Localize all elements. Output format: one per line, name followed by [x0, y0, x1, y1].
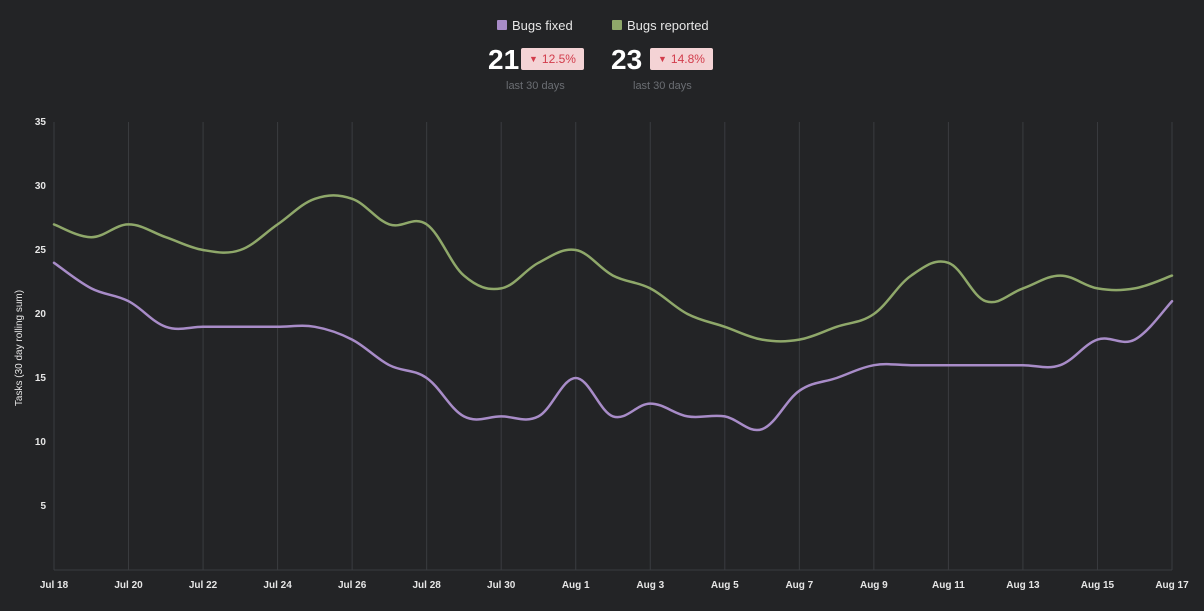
- change-badge-bugs-reported: ▼ 14.8%: [650, 48, 713, 70]
- y-axis-label: Tasks (30 day rolling sum): [14, 290, 25, 406]
- stat-period-bugs-reported: last 30 days: [633, 80, 692, 92]
- y-tick-label: 15: [35, 373, 47, 384]
- x-tick-label: Jul 28: [412, 580, 441, 591]
- x-tick-label: Aug 9: [860, 580, 888, 591]
- y-tick-label: 30: [35, 181, 47, 192]
- x-tick-label: Aug 5: [711, 580, 739, 591]
- x-tick-label: Jul 20: [114, 580, 143, 591]
- change-badge-bugs-fixed: ▼ 12.5%: [521, 48, 584, 70]
- y-tick-label: 5: [40, 501, 46, 512]
- x-tick-label: Jul 22: [189, 580, 218, 591]
- x-tick-label: Aug 3: [636, 580, 664, 591]
- change-value: 14.8%: [670, 52, 705, 66]
- stat-value-bugs-fixed: 21: [488, 44, 520, 75]
- y-tick-label: 10: [35, 437, 47, 448]
- legend-swatch-bugs-reported: [612, 20, 622, 30]
- x-tick-label: Aug 11: [932, 580, 965, 591]
- change-value: 12.5%: [541, 52, 576, 66]
- stat-period-bugs-fixed: last 30 days: [506, 80, 565, 92]
- x-tick-label: Aug 7: [785, 580, 813, 591]
- chart-header: Bugs fixed Bugs reported 21 ▼ 12.5% last…: [0, 0, 1204, 100]
- x-tick-label: Jul 24: [263, 580, 292, 591]
- y-tick-label: 25: [35, 245, 47, 256]
- x-tick-label: Jul 26: [338, 580, 367, 591]
- x-tick-label: Aug 1: [562, 580, 590, 591]
- down-triangle-icon: ▼: [529, 54, 538, 64]
- stat-value-bugs-reported: 23: [611, 44, 643, 75]
- x-tick-label: Aug 15: [1081, 580, 1115, 591]
- down-triangle-icon: ▼: [658, 54, 667, 64]
- y-tick-label: 35: [35, 117, 47, 128]
- legend-swatch-bugs-fixed: [497, 20, 507, 30]
- series-line-bugs-fixed: [52, 261, 1174, 432]
- y-tick-label: 20: [35, 309, 47, 320]
- legend-label: Bugs fixed: [512, 17, 573, 33]
- legend-label: Bugs reported: [627, 17, 709, 33]
- legend-item-bugs-fixed[interactable]: Bugs fixed: [497, 16, 573, 34]
- x-tick-label: Jul 30: [487, 580, 516, 591]
- x-tick-label: Aug 13: [1006, 580, 1040, 591]
- x-tick-label: Jul 18: [40, 580, 69, 591]
- series-line-bugs-reported: [52, 194, 1174, 343]
- x-tick-label: Aug 17: [1155, 580, 1189, 591]
- legend-item-bugs-reported[interactable]: Bugs reported: [612, 16, 709, 34]
